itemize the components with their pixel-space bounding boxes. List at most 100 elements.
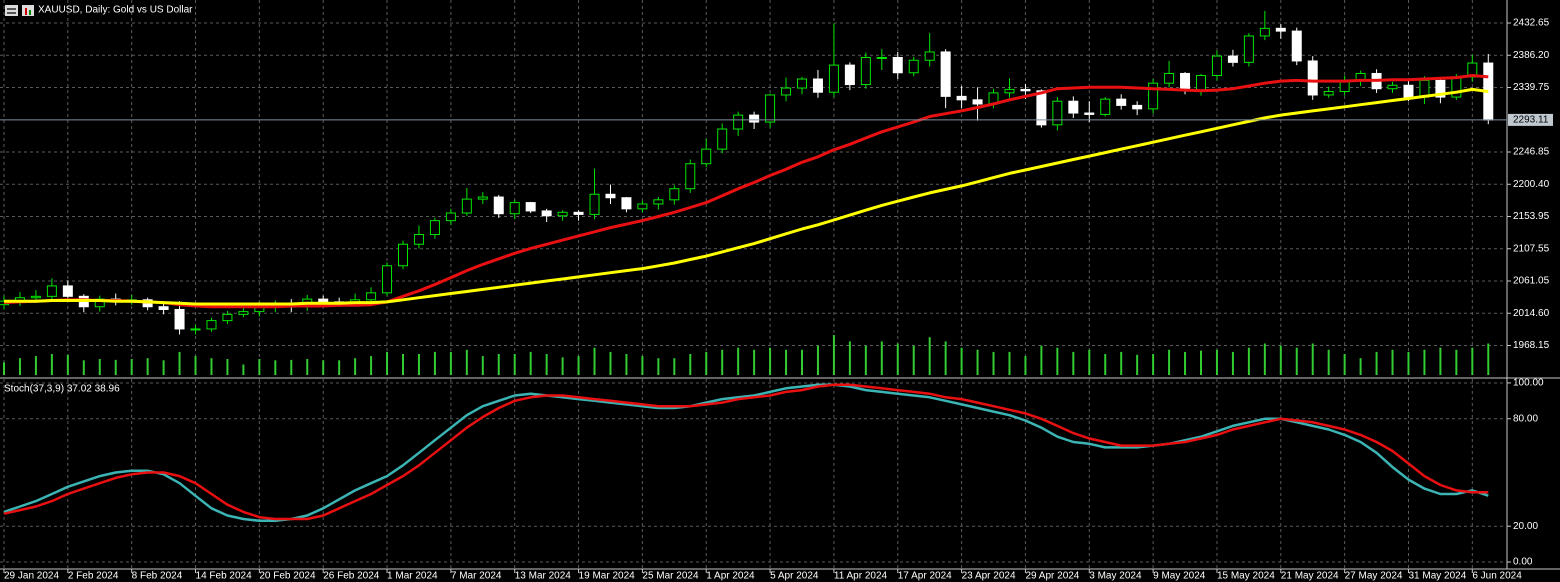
volume-layer	[3, 335, 1490, 375]
icon	[25, 8, 27, 15]
icon	[22, 5, 34, 16]
candle-body	[222, 313, 233, 322]
candle-body	[892, 56, 903, 74]
y-tick-label: 2246.85	[1513, 147, 1550, 158]
candle-body	[1148, 82, 1159, 110]
candle-body	[46, 285, 57, 297]
candle-body	[621, 197, 632, 210]
candle-body	[30, 295, 41, 299]
candle-body	[477, 196, 488, 200]
x-tick-label: 29 Jan 2024	[4, 571, 59, 582]
candle-body	[1403, 84, 1414, 98]
candle-body	[701, 148, 712, 165]
candle-body	[525, 202, 536, 212]
candle-body	[1196, 75, 1206, 91]
y-tick-label: 0.00	[1513, 557, 1533, 568]
y-tick-label: 20.00	[1513, 521, 1538, 532]
candle-body	[398, 243, 408, 267]
candle-body	[445, 212, 456, 222]
candle-body	[860, 56, 871, 86]
candle-body	[1084, 112, 1095, 115]
icon	[5, 5, 18, 16]
candle-body	[174, 309, 185, 330]
candle-body	[190, 328, 201, 331]
x-tick-label: 8 Feb 2024	[132, 571, 183, 582]
x-tick-label: 20 Feb 2024	[259, 571, 316, 582]
candle-body	[62, 285, 73, 297]
y-tick-label: 2339.75	[1513, 82, 1550, 93]
candle-body	[413, 234, 424, 245]
candle-body	[924, 51, 935, 61]
candle-body	[908, 59, 919, 74]
x-tick-label: 7 Mar 2024	[451, 571, 502, 582]
candle-body	[956, 95, 967, 101]
y-tick-label: 2200.40	[1513, 179, 1550, 190]
x-tick-label: 29 Apr 2024	[1025, 571, 1079, 582]
candle-body	[1211, 55, 1222, 77]
candle-body	[1020, 88, 1031, 92]
x-tick-label: 15 May 2024	[1217, 571, 1275, 582]
chart-title: XAUUSD, Daily: Gold vs US Dollar	[38, 5, 193, 16]
candle-body	[1323, 91, 1334, 96]
last-price-box	[1508, 113, 1553, 126]
candle-body	[1132, 104, 1143, 110]
grid-layer	[0, 0, 1507, 569]
x-tick-label: 1 Mar 2024	[387, 571, 438, 582]
x-tick-label: 26 Feb 2024	[323, 571, 380, 582]
x-tick-label: 1 Apr 2024	[706, 571, 755, 582]
candle-body	[206, 320, 217, 330]
y-tick-label: 100.00	[1513, 378, 1544, 389]
icon	[7, 8, 16, 10]
candle-body	[1052, 100, 1063, 126]
last-price-label: 2293.11	[1513, 115, 1549, 126]
candle-body	[318, 298, 329, 303]
candle-body	[382, 265, 393, 294]
marks-layer	[0, 10, 1494, 335]
candle-body	[509, 202, 520, 215]
candle-body	[1100, 98, 1111, 115]
x-tick-label: 5 Apr 2024	[770, 571, 819, 582]
x-tick-label: 9 May 2024	[1153, 571, 1206, 582]
candle-body	[844, 64, 855, 86]
candle-body	[589, 193, 600, 215]
candle-body	[238, 311, 249, 315]
candle-body	[1004, 88, 1015, 94]
x-tick-label: 17 Apr 2024	[898, 571, 952, 582]
candle-body	[685, 163, 696, 190]
x-tick-label: 21 May 2024	[1281, 571, 1339, 582]
candle-body	[461, 198, 472, 214]
y-tick-label: 2107.55	[1513, 243, 1550, 254]
candle-body	[765, 94, 776, 123]
candle-body	[940, 51, 951, 97]
candle-body	[1275, 27, 1286, 32]
y-tick-label: 80.00	[1513, 413, 1538, 424]
candle-body	[1243, 35, 1254, 63]
icon	[29, 10, 31, 15]
candle-body	[1116, 98, 1127, 106]
lines-layer	[0, 74, 1507, 523]
y-tick-label: 2386.20	[1513, 50, 1550, 61]
y-tick-label: 1968.15	[1513, 340, 1550, 351]
candle-body	[1435, 79, 1446, 98]
candle-body	[605, 193, 616, 199]
icon	[7, 12, 16, 14]
candle-body	[1164, 72, 1175, 84]
series-line	[3, 383, 1489, 523]
x-tick-label: 19 Mar 2024	[579, 571, 636, 582]
candle-body	[429, 220, 440, 236]
candle-body	[1036, 90, 1047, 126]
candle-body	[493, 196, 504, 215]
x-tick-label: 13 Mar 2024	[515, 571, 572, 582]
candle-body	[1307, 60, 1318, 96]
candle-body	[637, 203, 648, 210]
y-tick-label: 2014.60	[1513, 308, 1550, 319]
candle-body	[1291, 30, 1302, 62]
x-tick-label: 3 May 2024	[1089, 571, 1142, 582]
candle-body	[1259, 27, 1270, 37]
candle-body	[781, 87, 792, 96]
candle-body	[749, 114, 760, 123]
candle-body	[812, 78, 823, 93]
